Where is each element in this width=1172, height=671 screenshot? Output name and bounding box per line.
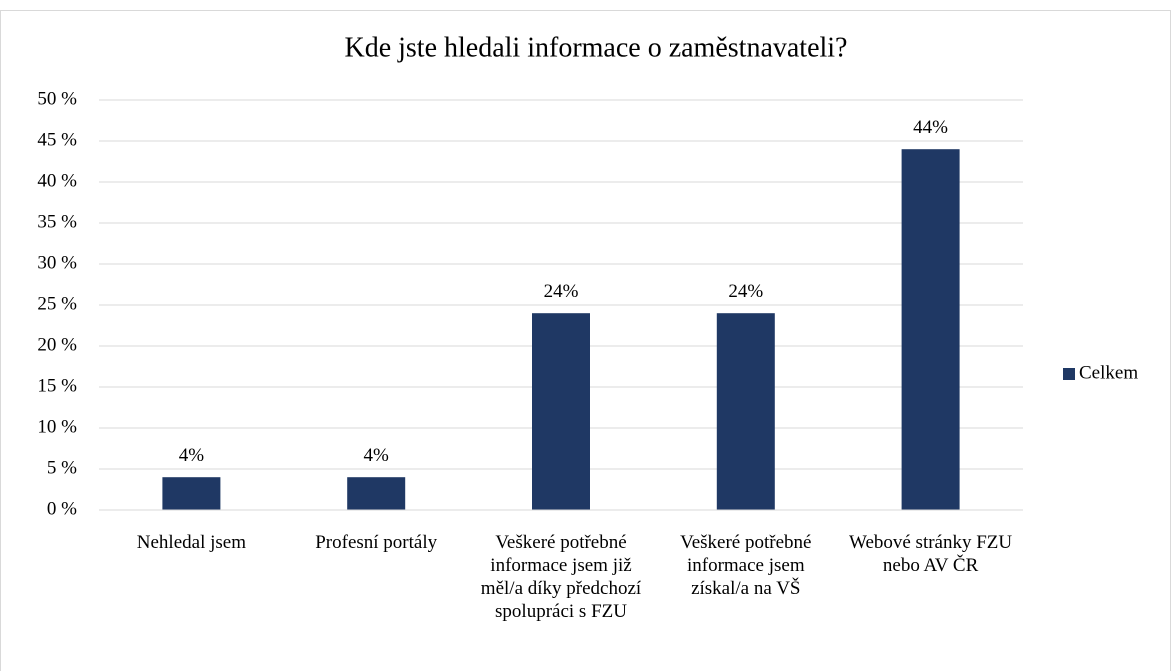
y-tick-label: 5 % <box>47 457 77 478</box>
y-tick-label: 50 % <box>37 88 77 109</box>
x-tick-label-line: získal/a na VŠ <box>691 577 800 599</box>
bar <box>347 477 406 510</box>
bar <box>532 313 590 510</box>
data-label: 24% <box>544 281 579 302</box>
data-label: 44% <box>913 117 948 138</box>
x-tick-label-line: nebo AV ČR <box>883 554 979 576</box>
y-tick-label: 40 % <box>37 170 77 191</box>
x-tick-label-line: spolupráci s FZU <box>495 601 627 622</box>
x-tick-label-line: informace jsem již <box>490 555 631 576</box>
y-tick-label: 0 % <box>47 498 77 519</box>
x-tick-label-line: Veškeré potřebné <box>680 532 811 553</box>
x-tick-label-line: Profesní portály <box>315 532 437 553</box>
x-tick-label: Webové stránky FZU nebo AV ČR <box>849 532 1012 576</box>
data-label: 24% <box>728 281 763 302</box>
y-tick-label: 30 % <box>37 252 77 273</box>
x-tick-label-line: měl/a díky předchozí <box>481 578 642 599</box>
y-tick-label: 45 % <box>37 129 77 150</box>
bar <box>901 149 960 510</box>
data-label: 4% <box>364 445 390 466</box>
x-tick-label: Veškeré potřebné informace jsem získal/a n… <box>680 532 811 599</box>
bar <box>162 477 221 510</box>
y-tick-label: 35 % <box>37 211 77 232</box>
data-label: 4% <box>179 445 205 466</box>
x-tick-label-line: Webové stránky FZU <box>849 532 1012 553</box>
y-tick-label: 10 % <box>37 416 77 437</box>
y-tick-label: 20 % <box>37 334 77 355</box>
x-tick-label-line: Nehledal jsem <box>137 532 246 553</box>
chart-title: Kde jste hledali informace o zaměstnavat… <box>344 32 847 63</box>
y-tick-label: 15 % <box>37 375 77 396</box>
legend-label: Celkem <box>1079 362 1138 383</box>
x-tick-label-line: informace jsem <box>687 555 805 576</box>
x-tick-label: Nehledal jsem <box>137 532 246 553</box>
x-tick-label-line: Veškeré potřebné <box>495 532 626 553</box>
legend-swatch <box>1063 368 1075 380</box>
x-tick-label: Profesní portály <box>315 532 437 553</box>
y-tick-label: 25 % <box>37 293 77 314</box>
x-tick-label: Veškeré potřebné informace jsem již měl/a … <box>481 532 642 622</box>
bar <box>716 313 775 510</box>
